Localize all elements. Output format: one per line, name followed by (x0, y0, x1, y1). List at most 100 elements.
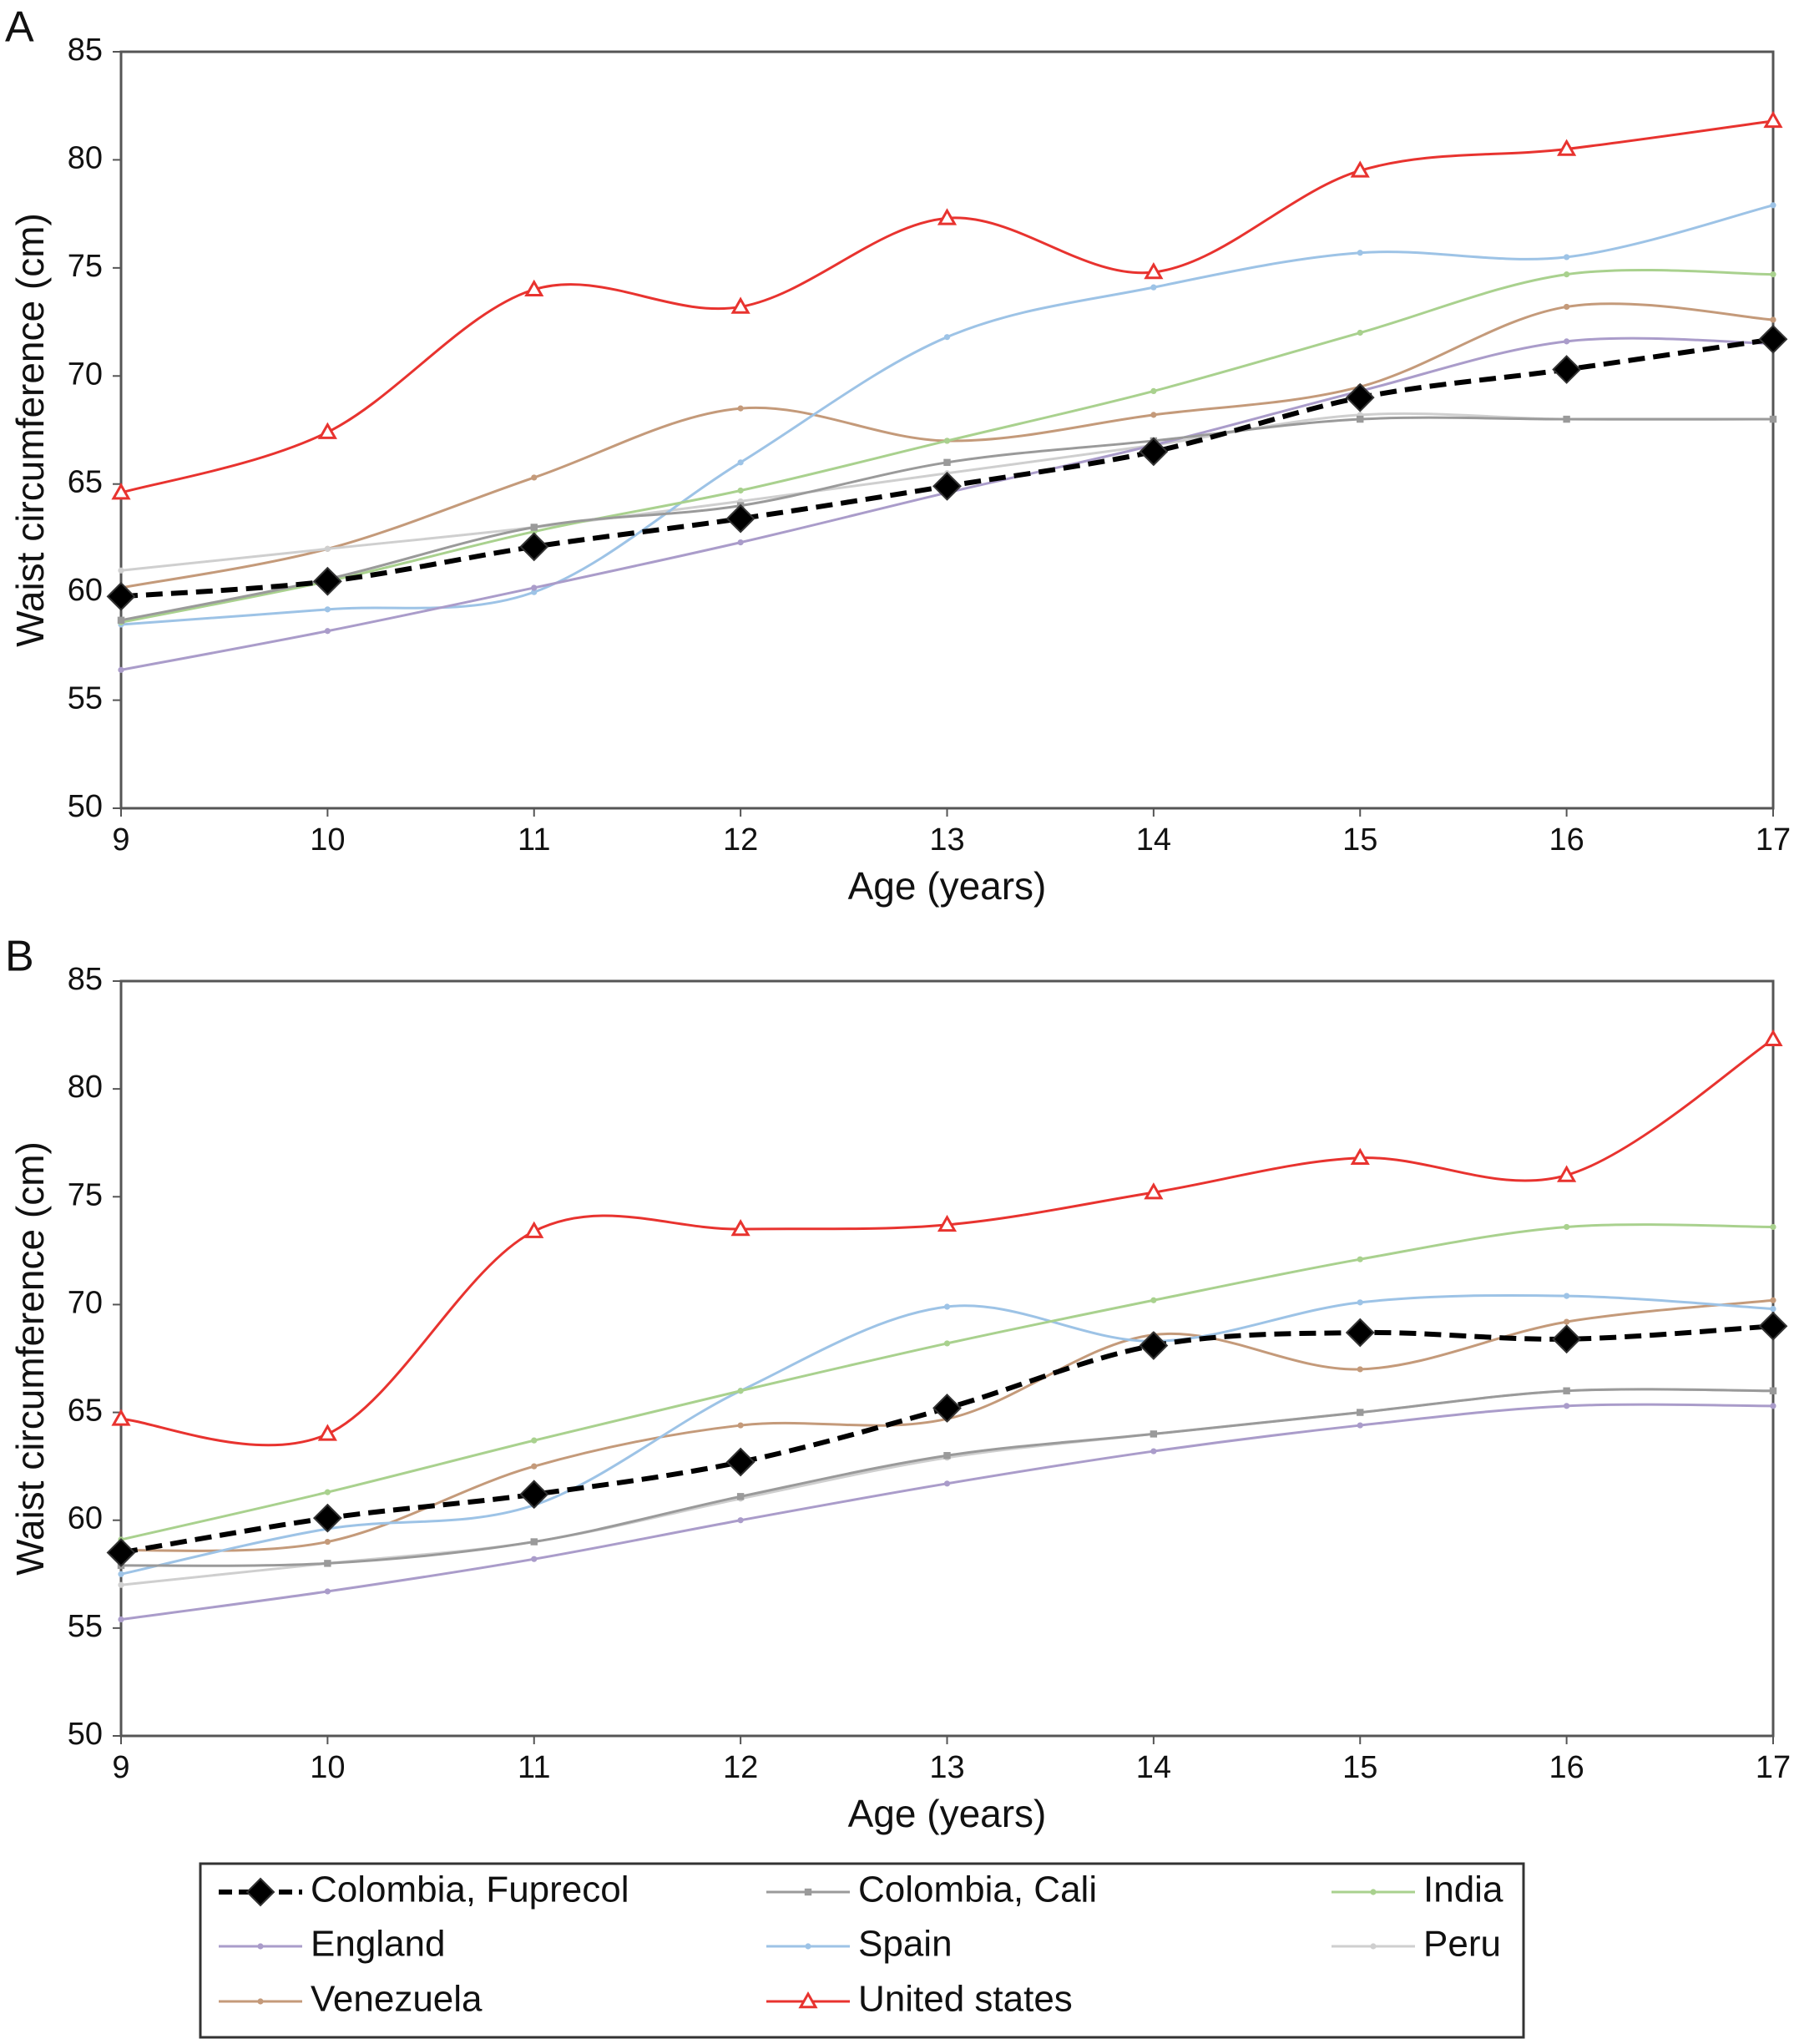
legend-marker (245, 1877, 275, 1907)
legend-label: Peru (1423, 1924, 1501, 1965)
x-axis-title: Age (years) (848, 1792, 1047, 1835)
data-point (1150, 284, 1157, 291)
data-point (312, 566, 342, 596)
data-point (1770, 271, 1776, 278)
data-point (118, 1616, 124, 1623)
series-line: India (120, 1223, 1774, 1541)
data-point (106, 581, 136, 611)
x-tick-label: 15 (1342, 1750, 1377, 1785)
x-tick-label: 16 (1549, 1750, 1584, 1785)
y-tick-label: 60 (68, 573, 103, 608)
data-point (1357, 1256, 1363, 1262)
data-point (725, 503, 755, 534)
data-point (519, 532, 549, 562)
data-point (937, 1214, 958, 1232)
y-tick-label: 60 (68, 1501, 103, 1536)
y-tick-label: 75 (68, 249, 103, 284)
data-point (1564, 1318, 1570, 1325)
data-point (1564, 303, 1570, 311)
data-point (737, 459, 744, 466)
data-point (118, 666, 124, 673)
data-point (312, 1503, 342, 1533)
y-axis-title: Waist circumference (cm) (8, 1141, 52, 1576)
x-tick-label: 17 (1756, 1750, 1791, 1785)
data-point (943, 1480, 951, 1487)
data-point (111, 483, 131, 500)
data-point (1770, 316, 1776, 323)
data-point (1564, 1293, 1570, 1299)
data-point (1564, 338, 1570, 345)
y-tick-label: 85 (68, 962, 103, 997)
data-point (1763, 1029, 1783, 1046)
data-point (111, 1409, 131, 1426)
data-point (1150, 1430, 1158, 1438)
series-line: England (120, 336, 1774, 671)
data-point (943, 1303, 951, 1310)
data-point (932, 471, 962, 501)
legend-marker (257, 1998, 264, 2005)
data-point (737, 1517, 744, 1524)
x-tick-label: 13 (929, 1750, 964, 1785)
x-tick-label: 13 (929, 822, 964, 858)
data-point (1350, 160, 1370, 178)
data-point (943, 458, 951, 467)
data-point (519, 1480, 549, 1510)
data-point (737, 487, 744, 494)
data-point (1763, 110, 1783, 129)
data-point (730, 296, 750, 314)
series-line: Colombia, Fuprecol (120, 336, 1774, 600)
series-line: Colombia, Fuprecol (120, 1323, 1774, 1556)
data-point (324, 628, 331, 635)
y-tick-label: 70 (68, 357, 103, 392)
x-tick-label: 9 (112, 1750, 129, 1785)
legend-label: Colombia, Cali (858, 1869, 1097, 1910)
data-point (737, 1422, 744, 1429)
data-point (937, 208, 958, 225)
series-line: Spain (120, 204, 1774, 626)
data-point (1144, 262, 1164, 280)
data-point (1357, 1366, 1363, 1373)
data-point (1563, 415, 1570, 423)
data-point (1345, 382, 1375, 412)
data-point (118, 567, 124, 574)
data-point (737, 539, 744, 546)
data-point (1357, 1409, 1364, 1416)
plot-frame (119, 979, 1775, 1738)
data-point (324, 606, 331, 613)
data-point (943, 438, 951, 444)
data-point (118, 1581, 124, 1588)
data-point (530, 524, 538, 531)
data-point (324, 545, 331, 552)
data-point (530, 1538, 538, 1546)
panel-label: B (5, 933, 34, 981)
data-point (531, 584, 538, 591)
data-point (1139, 437, 1169, 467)
data-point (943, 1340, 951, 1347)
legend-marker (1370, 1889, 1377, 1895)
y-tick-label: 65 (68, 465, 103, 500)
y-tick-label: 85 (68, 33, 103, 68)
data-point (1564, 271, 1570, 278)
data-point (1769, 1387, 1777, 1394)
data-point (736, 1493, 745, 1500)
x-tick-label: 15 (1342, 822, 1377, 858)
data-point (531, 589, 538, 595)
data-point (1770, 1403, 1776, 1409)
data-point (531, 1463, 538, 1470)
legend-label: Colombia, Fuprecol (311, 1869, 629, 1910)
data-point (1758, 324, 1788, 354)
data-point (1564, 1403, 1570, 1409)
data-point (1758, 1311, 1788, 1341)
data-point (1557, 1165, 1577, 1182)
data-point (1557, 139, 1577, 156)
x-tick-label: 14 (1136, 1750, 1171, 1785)
data-point (1552, 355, 1582, 384)
x-tick-label: 16 (1549, 822, 1584, 858)
data-point (1564, 254, 1570, 261)
series-line: United states (120, 119, 1774, 494)
data-point (118, 1571, 124, 1577)
data-point (524, 1221, 544, 1238)
data-point (1150, 1448, 1157, 1455)
